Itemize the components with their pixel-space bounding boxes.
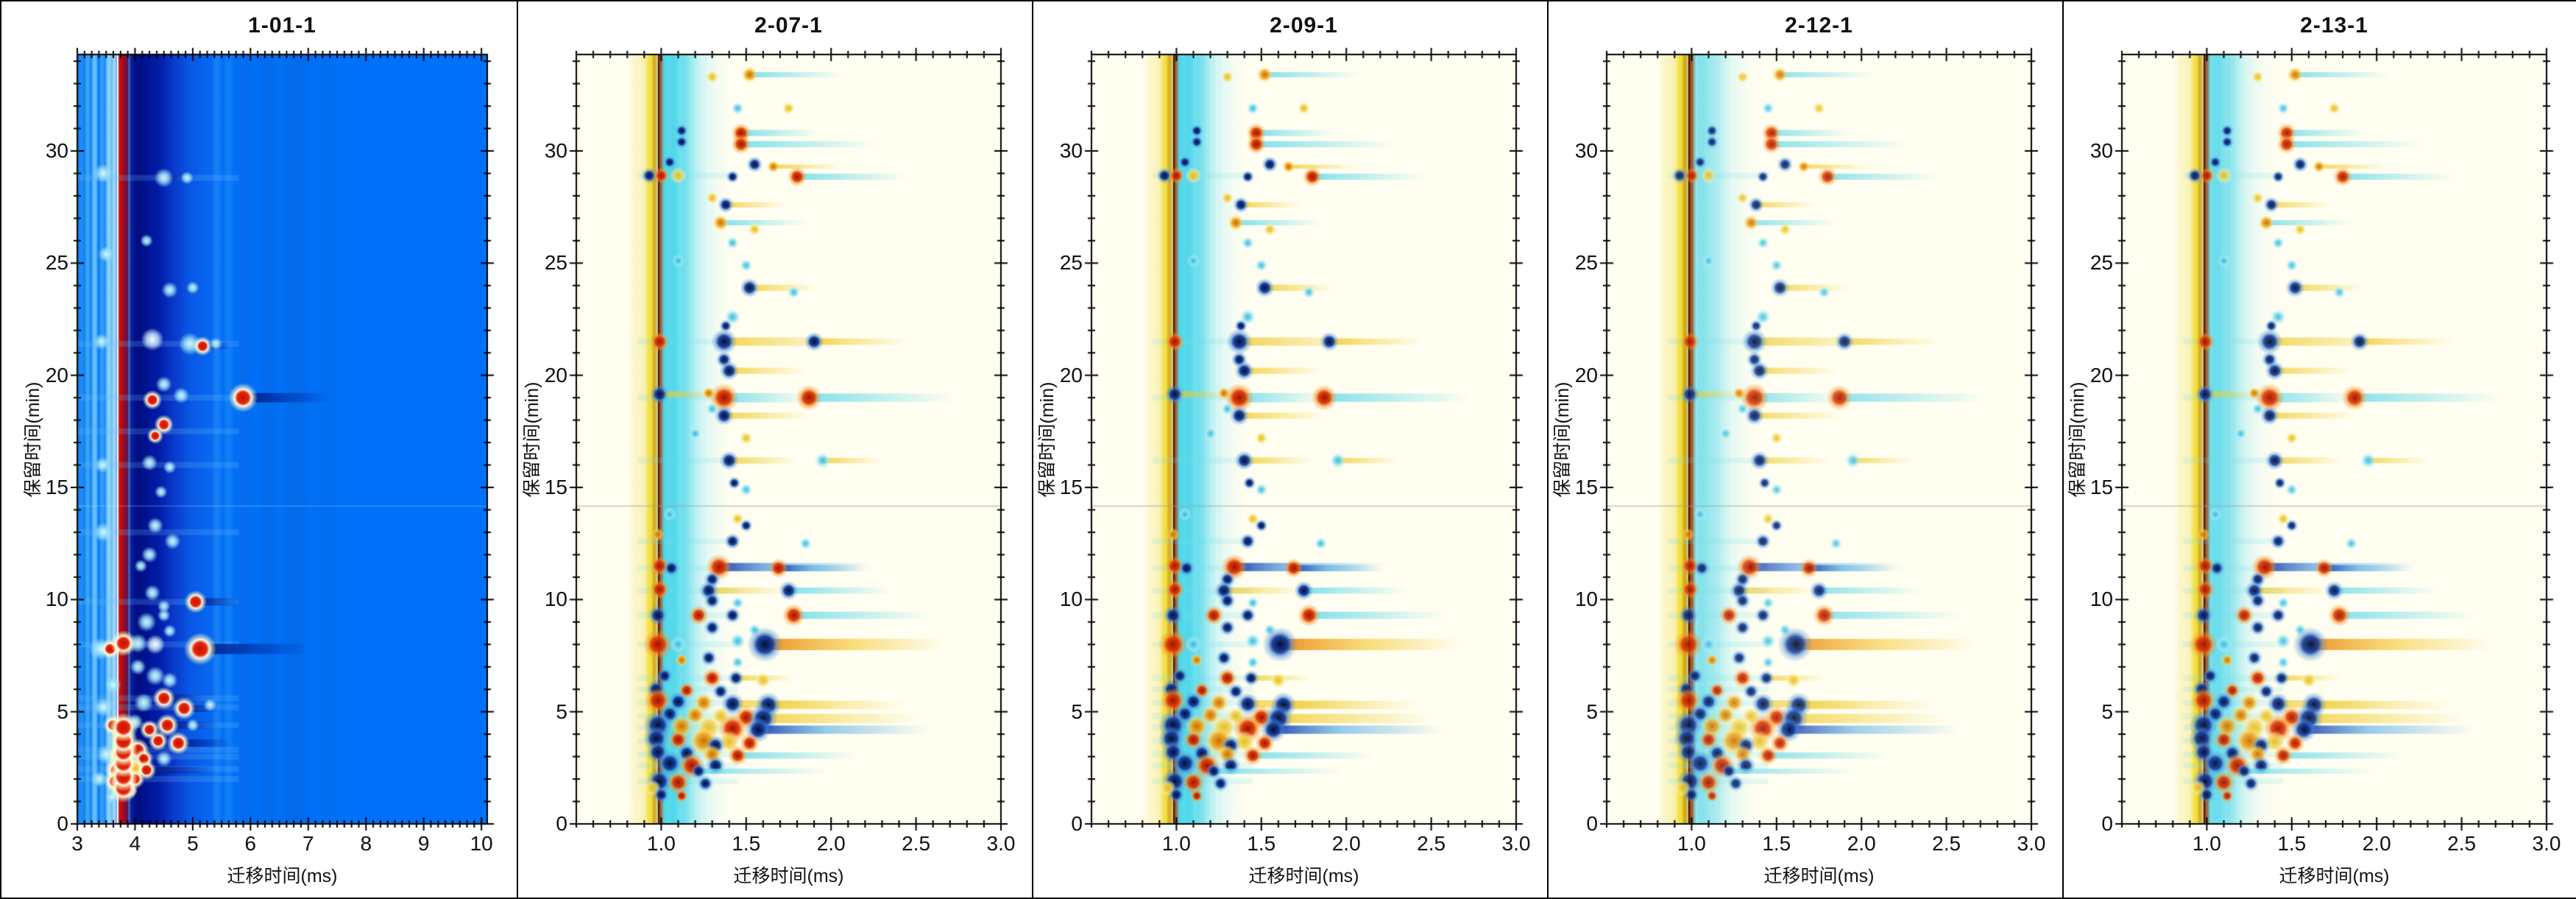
y-tick-label: 15 xyxy=(45,476,68,498)
y-tick-label: 5 xyxy=(1586,699,1598,723)
x-tick-label: 5 xyxy=(187,832,199,855)
x-tick-label: 6 xyxy=(244,832,257,855)
x-axis-label: 迁移时间(ms) xyxy=(733,866,844,886)
y-tick-label: 15 xyxy=(1574,476,1598,498)
y-tick-label: 20 xyxy=(45,363,68,387)
y-tick-label: 30 xyxy=(544,139,567,162)
x-tick-label: 3.0 xyxy=(2017,832,2046,855)
y-tick-label: 0 xyxy=(57,812,68,835)
y-tick-label: 0 xyxy=(556,812,567,835)
x-tick-label: 1.0 xyxy=(1161,832,1191,855)
x-tick-label: 2.0 xyxy=(2362,832,2391,855)
x-axis-label: 迁移时间(ms) xyxy=(1248,866,1359,886)
y-tick-label: 15 xyxy=(2090,476,2113,498)
y-tick-label: 25 xyxy=(544,251,567,275)
y-tick-label: 20 xyxy=(544,363,567,387)
x-tick-label: 1.0 xyxy=(646,832,676,855)
y-tick-label: 25 xyxy=(2090,251,2113,275)
y-tick-label: 30 xyxy=(2090,139,2113,162)
panel-2-07-1: 2-07-1 迁移时间(ms) 保留时间(min) 1.0 1.5 2.0 2.5 3.… xyxy=(517,1,1032,898)
x-tick-label: 1.5 xyxy=(1247,832,1276,855)
y-tick-label: 10 xyxy=(544,588,567,611)
y-tick-label: 15 xyxy=(1059,476,1083,498)
y-tick-label: 5 xyxy=(556,699,567,723)
y-tick-label: 20 xyxy=(1574,363,1598,387)
x-tick-label: 2.5 xyxy=(902,832,931,855)
x-axis-label: 迁移时间(ms) xyxy=(1763,866,1875,886)
y-tick-label: 10 xyxy=(1574,588,1598,611)
y-tick-label: 5 xyxy=(2101,699,2113,723)
y-tick-label: 10 xyxy=(1059,588,1083,611)
x-tick-label: 7 xyxy=(302,832,314,855)
panel-title: 2-09-1 xyxy=(1270,13,1338,38)
y-tick-label: 25 xyxy=(45,251,68,275)
y-tick-label: 20 xyxy=(2090,363,2113,387)
x-tick-label: 3.0 xyxy=(986,832,1016,855)
heatmap-plot xyxy=(2103,35,2566,843)
y-tick-label: 20 xyxy=(1059,363,1083,387)
x-tick-label: 2.0 xyxy=(1847,832,1876,855)
y-tick-label: 10 xyxy=(2090,588,2113,611)
x-axis-label: 迁移时间(ms) xyxy=(2279,866,2390,886)
y-tick-label: 0 xyxy=(2101,812,2113,835)
x-tick-label: 3.0 xyxy=(1501,832,1531,855)
x-tick-label: 3 xyxy=(71,832,83,855)
x-tick-label: 1.5 xyxy=(1762,832,1791,855)
panel-2-13-1: 2-13-1 迁移时间(ms) 保留时间(min) 1.0 1.5 2.0 2.5 3.… xyxy=(2062,1,2576,898)
panel-title: 1-01-1 xyxy=(248,13,316,38)
y-tick-label: 30 xyxy=(1574,139,1598,162)
x-tick-label: 2.5 xyxy=(1932,832,1961,855)
x-axis-label: 迁移时间(ms) xyxy=(227,866,338,886)
x-tick-label: 2.0 xyxy=(816,832,846,855)
heatmap-plot xyxy=(1588,35,2050,843)
panel-title: 2-13-1 xyxy=(2300,13,2368,38)
x-tick-label: 2.5 xyxy=(2447,832,2477,855)
heatmap-plot xyxy=(58,35,506,843)
y-tick-label: 0 xyxy=(1586,812,1598,835)
x-tick-label: 9 xyxy=(417,832,430,855)
panel-2-09-1: 2-09-1 迁移时间(ms) 保留时间(min) 1.0 1.5 2.0 2.5 3.… xyxy=(1032,1,1547,898)
x-tick-label: 1.5 xyxy=(2277,832,2307,855)
panel-1-01-1: 1-01-1 迁移时间(ms) 保留时间(min) 3 4 5 6 7 8 9 10 0 5 10 1… xyxy=(1,1,517,898)
x-tick-label: 2.0 xyxy=(1331,832,1361,855)
x-tick-label: 1.0 xyxy=(2192,832,2221,855)
y-tick-label: 5 xyxy=(1071,699,1083,723)
heatmap-plot xyxy=(557,35,1020,843)
x-tick-label: 2.5 xyxy=(1417,832,1446,855)
x-tick-label: 1.0 xyxy=(1677,832,1706,855)
y-tick-label: 25 xyxy=(1059,251,1083,275)
x-tick-label: 10 xyxy=(470,832,493,855)
y-tick-label: 30 xyxy=(45,139,68,162)
y-tick-label: 5 xyxy=(57,699,68,723)
x-tick-label: 4 xyxy=(129,832,141,855)
y-tick-label: 0 xyxy=(1071,812,1083,835)
panel-title: 2-12-1 xyxy=(1785,13,1853,38)
heatmap-plot xyxy=(1072,35,1535,843)
x-tick-label: 1.5 xyxy=(732,832,761,855)
y-tick-label: 15 xyxy=(544,476,567,498)
y-tick-label: 10 xyxy=(45,588,68,611)
panel-title: 2-07-1 xyxy=(754,13,823,38)
y-tick-label: 25 xyxy=(1574,251,1598,275)
x-tick-label: 8 xyxy=(360,832,372,855)
x-tick-label: 3.0 xyxy=(2532,832,2561,855)
y-tick-label: 30 xyxy=(1059,139,1083,162)
panel-2-12-1: 2-12-1 迁移时间(ms) 保留时间(min) 1.0 1.5 2.0 2.5 3.… xyxy=(1547,1,2062,898)
